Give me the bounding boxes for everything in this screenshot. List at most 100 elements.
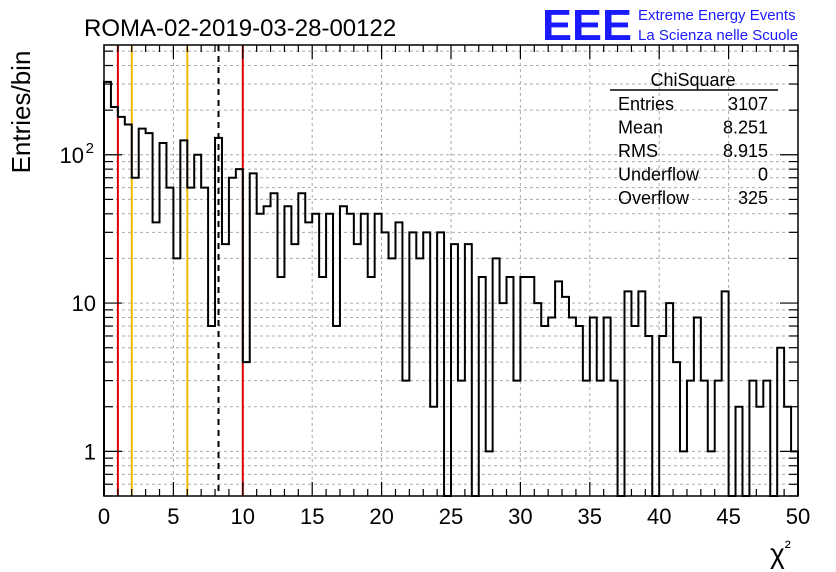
histogram-bin <box>451 244 458 496</box>
stats-value: 3107 <box>728 94 768 114</box>
histogram-bin <box>458 381 465 496</box>
grid <box>104 45 798 496</box>
histogram-bin <box>402 381 409 496</box>
histogram-bin <box>194 155 201 496</box>
stats-label: Entries <box>618 94 674 114</box>
histogram-bin <box>756 407 763 496</box>
histogram-bin <box>631 326 638 496</box>
histogram-bin <box>340 206 347 496</box>
histogram-bin <box>486 451 493 496</box>
x-tick-label: 50 <box>786 504 810 529</box>
x-tick-label: 25 <box>439 504 463 529</box>
x-tick-label: 35 <box>578 504 602 529</box>
histogram-bin <box>611 381 618 496</box>
histogram-bin <box>118 117 125 496</box>
histogram-bin <box>382 232 389 496</box>
histogram-bin <box>520 277 527 496</box>
histogram-series <box>103 80 799 497</box>
histogram-bin <box>416 258 423 496</box>
histogram-bin <box>513 381 520 496</box>
histogram-bin <box>312 214 319 496</box>
logo-line1: Extreme Energy Events <box>638 7 796 24</box>
histogram-bin <box>222 244 229 496</box>
histogram-bin <box>395 222 402 496</box>
histogram-bin <box>583 381 590 496</box>
histogram-bin <box>284 206 291 496</box>
histogram-bin <box>264 206 271 496</box>
histogram-bin <box>326 214 333 496</box>
histogram-bin <box>368 277 375 496</box>
histogram-bin <box>625 291 632 496</box>
reference-lines <box>116 45 244 496</box>
histogram-bin <box>638 291 645 496</box>
stats-label: Mean <box>618 118 663 138</box>
histogram-bin <box>659 336 666 496</box>
stats-label: Overflow <box>618 188 690 208</box>
histogram-bin <box>229 178 236 496</box>
stats-box: ChiSquare Entries 3107 Mean 8.251 RMS 8.915 Un… <box>610 70 778 208</box>
stats-value: 0 <box>758 165 768 185</box>
histogram-bin <box>687 381 694 496</box>
y-tick-label: 10 <box>72 291 96 316</box>
histogram-bin <box>208 326 215 496</box>
histogram-bin <box>250 173 257 496</box>
histogram-bin <box>645 336 652 496</box>
histogram-bin <box>715 381 722 496</box>
histogram-bin <box>576 326 583 496</box>
histogram-bin <box>166 188 173 496</box>
histogram-bin <box>437 232 444 496</box>
histogram-bin <box>173 258 180 496</box>
histogram-bin <box>180 140 187 496</box>
histogram-bin <box>465 244 472 496</box>
histogram-bin <box>423 232 430 496</box>
histogram-bin <box>479 277 486 496</box>
stats-value: 8.915 <box>723 141 768 161</box>
histogram-bin <box>215 138 222 496</box>
histogram-bin <box>409 232 416 496</box>
histogram-bin <box>298 193 305 496</box>
histogram-bin <box>500 303 507 496</box>
x-tick-label: 5 <box>167 504 179 529</box>
histogram-bin <box>243 362 250 496</box>
histogram-bin <box>305 222 312 496</box>
histogram-bin <box>125 125 132 496</box>
x-tick-label: 30 <box>508 504 532 529</box>
histogram-bin <box>236 169 243 496</box>
histogram-bin <box>597 381 604 496</box>
histogram-bin <box>493 258 500 496</box>
histogram-bin <box>347 214 354 496</box>
histogram-bin <box>694 317 701 496</box>
histogram-bin <box>271 193 278 496</box>
histogram-bin <box>749 381 756 496</box>
histogram-bin <box>527 277 534 496</box>
stats-label: Underflow <box>618 165 700 185</box>
histogram-bin <box>111 107 118 496</box>
stats-label: RMS <box>618 141 658 161</box>
y-tick-label: 10 <box>60 143 84 168</box>
histogram-bin <box>291 244 298 496</box>
histogram-bin <box>604 317 611 496</box>
histogram-bin <box>666 303 673 496</box>
histogram-bin <box>153 222 160 496</box>
x-tick-label: 0 <box>98 504 110 529</box>
histogram-bin <box>361 214 368 496</box>
histogram-bin <box>534 303 541 496</box>
logo-mark: EEE <box>542 1 632 50</box>
histogram-bin <box>354 244 361 496</box>
histogram-bin <box>278 277 285 496</box>
histogram-bin <box>375 214 382 496</box>
stats-value: 325 <box>738 188 768 208</box>
histogram-bin <box>708 451 715 496</box>
histogram-bin <box>139 129 146 496</box>
histogram-bin <box>201 188 208 496</box>
histogram-bin <box>257 214 264 496</box>
histogram-bin <box>146 133 153 496</box>
histogram-bin <box>562 297 569 496</box>
x-axis-label: χ² <box>770 537 791 569</box>
histogram-bin <box>722 291 729 496</box>
x-tick-label: 40 <box>647 504 671 529</box>
histogram-bin <box>160 143 167 496</box>
histogram-bin <box>541 326 548 496</box>
histogram-bin <box>430 407 437 496</box>
